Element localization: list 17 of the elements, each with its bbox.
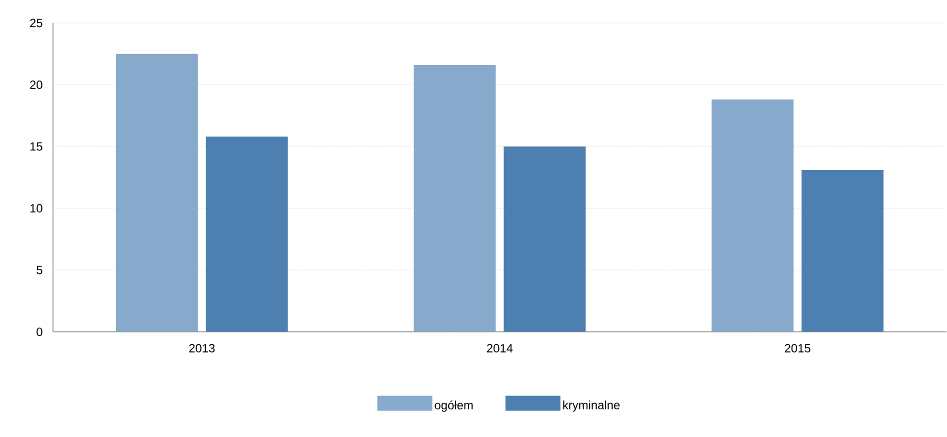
x-tick-label: 2015 <box>784 344 810 353</box>
y-tick-label: 10 <box>30 204 42 213</box>
bar <box>504 146 586 332</box>
y-tick-label: 5 <box>36 266 42 274</box>
y-tick-label: 25 <box>30 18 42 28</box>
legend-label: ogółem <box>434 400 473 412</box>
bar <box>712 100 794 332</box>
y-tick-label: 20 <box>30 80 42 90</box>
bar <box>206 136 288 332</box>
bar <box>802 170 884 332</box>
y-tick-label: 15 <box>30 142 42 151</box>
bar <box>414 65 496 332</box>
legend-label: kryminalne <box>563 400 620 412</box>
y-tick-label: 0 <box>36 328 42 336</box>
x-tick-label: 2013 <box>189 344 215 353</box>
bar <box>116 54 198 332</box>
x-tick-label: 2014 <box>487 344 513 353</box>
